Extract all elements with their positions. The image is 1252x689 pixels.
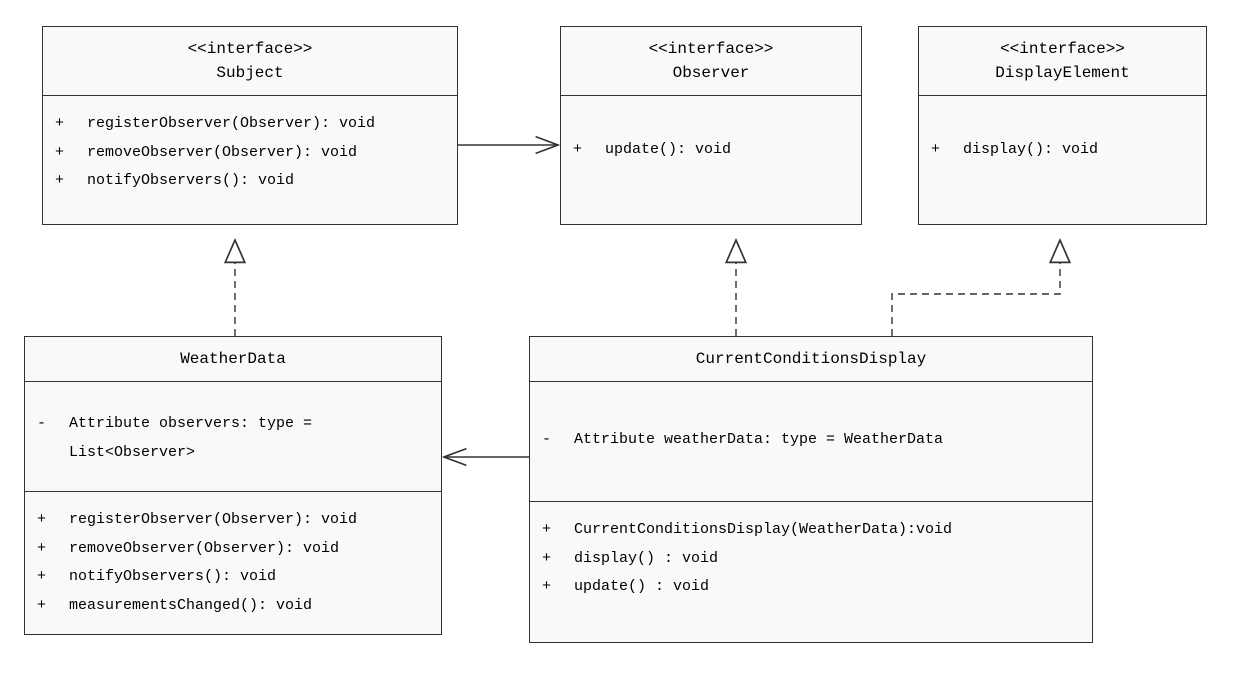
class-name: CurrentConditionsDisplay — [538, 347, 1084, 371]
class-subject: <<interface>> Subject +registerObserver(… — [42, 26, 458, 225]
class-name: WeatherData — [33, 347, 433, 371]
method-row: +display(): void — [931, 136, 1194, 165]
stereotype: <<interface>> — [51, 37, 449, 61]
attributes-section: -Attribute weatherData: type = WeatherDa… — [530, 382, 1092, 502]
class-weather-data: WeatherData -Attribute observers: type =… — [24, 336, 442, 635]
class-name: Observer — [569, 61, 853, 85]
methods-section: +registerObserver(Observer): void +remov… — [43, 96, 457, 224]
method-row: +removeObserver(Observer): void — [55, 139, 445, 168]
stereotype: <<interface>> — [927, 37, 1198, 61]
class-header: <<interface>> Subject — [43, 27, 457, 96]
class-header: <<interface>> DisplayElement — [919, 27, 1206, 96]
method-row: +registerObserver(Observer): void — [55, 110, 445, 139]
class-observer: <<interface>> Observer +update(): void — [560, 26, 862, 225]
class-name: Subject — [51, 61, 449, 85]
class-header: <<interface>> Observer — [561, 27, 861, 96]
class-header: WeatherData — [25, 337, 441, 382]
methods-section: +display(): void — [919, 96, 1206, 224]
class-header: CurrentConditionsDisplay — [530, 337, 1092, 382]
methods-section: +registerObserver(Observer): void +remov… — [25, 492, 441, 634]
method-row: +measurementsChanged(): void — [37, 592, 429, 621]
method-row: +notifyObservers(): void — [37, 563, 429, 592]
method-row: +removeObserver(Observer): void — [37, 535, 429, 564]
attribute-row: -Attribute observers: type = List<Observ… — [37, 410, 429, 467]
methods-section: +update(): void — [561, 96, 861, 224]
attribute-row: -Attribute weatherData: type = WeatherDa… — [542, 426, 1080, 455]
method-row: +registerObserver(Observer): void — [37, 506, 429, 535]
method-row: + notifyObservers(): void — [55, 167, 445, 196]
attributes-section: -Attribute observers: type = List<Observ… — [25, 382, 441, 492]
class-display-element: <<interface>> DisplayElement +display():… — [918, 26, 1207, 225]
edge-ccd-realize-displayelement — [892, 240, 1060, 336]
method-row: +CurrentConditionsDisplay(WeatherData):v… — [542, 516, 1080, 545]
class-current-conditions-display: CurrentConditionsDisplay -Attribute weat… — [529, 336, 1093, 643]
methods-section: +CurrentConditionsDisplay(WeatherData):v… — [530, 502, 1092, 642]
method-row: +update(): void — [573, 136, 849, 165]
class-name: DisplayElement — [927, 61, 1198, 85]
method-row: +display() : void — [542, 545, 1080, 574]
stereotype: <<interface>> — [569, 37, 853, 61]
method-row: +update() : void — [542, 573, 1080, 602]
